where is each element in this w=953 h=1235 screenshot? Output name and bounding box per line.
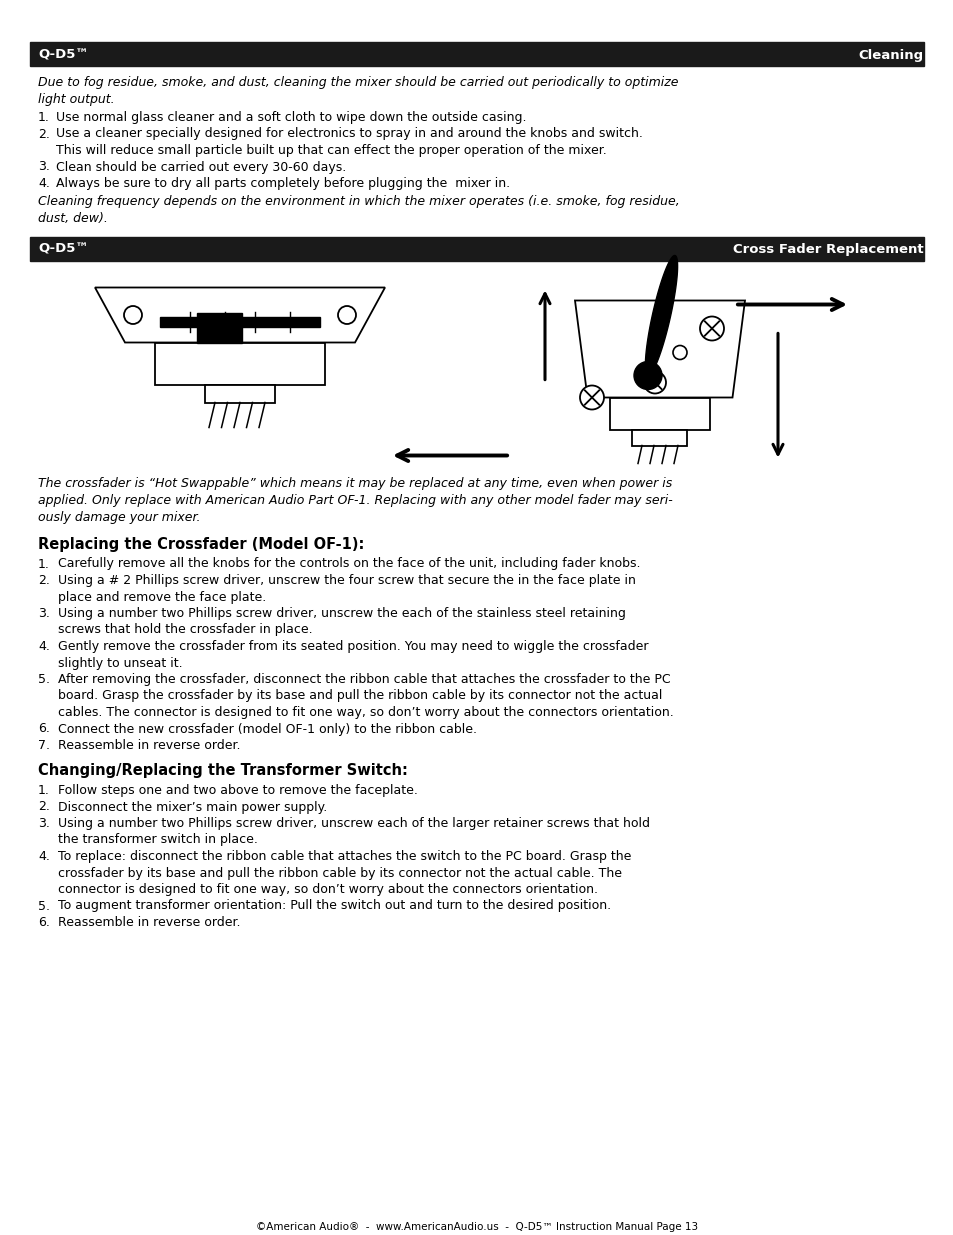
Bar [205, 384, 274, 403]
Text: ©American Audio®  -  www.AmericanAudio.us  -  Q-D5™ Instruction Manual Page 13: ©American Audio® - www.AmericanAudio.us … [255, 1221, 698, 1233]
Text: This will reduce small particle built up that can effect the proper operation of: This will reduce small particle built up… [56, 144, 606, 157]
Text: To replace: disconnect the ribbon cable that attaches the switch to the PC board: To replace: disconnect the ribbon cable … [58, 850, 631, 863]
Text: 2.: 2. [38, 800, 50, 814]
Text: ously damage your mixer.: ously damage your mixer. [38, 510, 200, 524]
Text: Using a # 2 Phillips screw driver, unscrew the four screw that secure the in the: Using a # 2 Phillips screw driver, unscr… [58, 574, 636, 587]
Text: After removing the crossfader, disconnect the ribbon cable that attaches the cro: After removing the crossfader, disconnec… [58, 673, 670, 685]
Text: 3.: 3. [38, 606, 50, 620]
Text: Cross Fader Replacement: Cross Fader Replacement [733, 243, 923, 256]
Text: connector is designed to fit one way, so don’t worry about the connectors orient: connector is designed to fit one way, so… [58, 883, 598, 897]
Text: Disconnect the mixer’s main power supply.: Disconnect the mixer’s main power supply… [58, 800, 327, 814]
Text: Carefully remove all the knobs for the controls on the face of the unit, includi: Carefully remove all the knobs for the c… [58, 557, 639, 571]
Circle shape [643, 372, 665, 394]
Polygon shape [575, 300, 744, 398]
Text: Always be sure to dry all parts completely before plugging the  mixer in.: Always be sure to dry all parts complete… [56, 177, 510, 190]
Text: 4.: 4. [38, 177, 50, 190]
Text: 7.: 7. [38, 739, 50, 752]
Text: 6.: 6. [38, 916, 50, 929]
Circle shape [700, 316, 723, 341]
Text: 2.: 2. [38, 127, 50, 141]
Text: Changing/Replacing the Transformer Switch:: Changing/Replacing the Transformer Switc… [38, 763, 408, 778]
Text: 1.: 1. [38, 557, 50, 571]
Text: crossfader by its base and pull the ribbon cable by its connector not the actual: crossfader by its base and pull the ribb… [58, 867, 621, 879]
Bar [154, 342, 325, 384]
Circle shape [579, 385, 603, 410]
Text: screws that hold the crossfader in place.: screws that hold the crossfader in place… [58, 624, 313, 636]
Bar [632, 430, 687, 446]
Text: Using a number two Phillips screw driver, unscrew each of the larger retainer sc: Using a number two Phillips screw driver… [58, 818, 649, 830]
Text: Clean should be carried out every 30-60 days.: Clean should be carried out every 30-60 … [56, 161, 346, 173]
Text: Q-D5™: Q-D5™ [38, 48, 89, 62]
Text: Reassemble in reverse order.: Reassemble in reverse order. [58, 739, 240, 752]
Text: The crossfader is “Hot Swappable” which means it may be replaced at any time, ev: The crossfader is “Hot Swappable” which … [38, 478, 672, 490]
Text: 6.: 6. [38, 722, 50, 736]
Text: dust, dew).: dust, dew). [38, 212, 108, 225]
Text: Q-D5™: Q-D5™ [38, 243, 89, 256]
Text: light output.: light output. [38, 93, 114, 105]
Circle shape [634, 362, 661, 389]
Text: Connect the new crossfader (model OF-1 only) to the ribbon cable.: Connect the new crossfader (model OF-1 o… [58, 722, 476, 736]
Text: 2.: 2. [38, 574, 50, 587]
Text: 4.: 4. [38, 640, 50, 653]
Text: applied. Only replace with American Audio Part OF-1. Replacing with any other mo: applied. Only replace with American Audi… [38, 494, 672, 508]
Text: Use a cleaner specially designed for electronics to spray in and around the knob: Use a cleaner specially designed for ele… [56, 127, 642, 141]
Circle shape [672, 346, 686, 359]
Text: Reassemble in reverse order.: Reassemble in reverse order. [58, 916, 240, 929]
Bar [197, 312, 242, 342]
Text: 5.: 5. [38, 673, 50, 685]
Text: 1.: 1. [38, 111, 50, 124]
Text: Cleaning frequency depends on the environment in which the mixer operates (i.e. : Cleaning frequency depends on the enviro… [38, 195, 679, 209]
Text: Due to fog residue, smoke, and dust, cleaning the mixer should be carried out pe: Due to fog residue, smoke, and dust, cle… [38, 77, 678, 89]
Bar [30, 42, 923, 65]
Text: 1.: 1. [38, 784, 50, 797]
Circle shape [124, 306, 142, 324]
Text: place and remove the face plate.: place and remove the face plate. [58, 590, 266, 604]
Text: slightly to unseat it.: slightly to unseat it. [58, 657, 182, 669]
Bar [609, 398, 709, 430]
Text: 3.: 3. [38, 161, 50, 173]
Text: Cleaning: Cleaning [858, 48, 923, 62]
Text: board. Grasp the crossfader by its base and pull the ribbon cable by its connect: board. Grasp the crossfader by its base … [58, 689, 661, 703]
Text: Replacing the Crossfader (Model OF-1):: Replacing the Crossfader (Model OF-1): [38, 537, 364, 552]
Text: 5.: 5. [38, 899, 50, 913]
Text: 4.: 4. [38, 850, 50, 863]
Bar [30, 236, 923, 261]
Text: Gently remove the crossfader from its seated position. You may need to wiggle th: Gently remove the crossfader from its se… [58, 640, 648, 653]
Text: To augment transformer orientation: Pull the switch out and turn to the desired : To augment transformer orientation: Pull… [58, 899, 611, 913]
Bar [160, 316, 319, 326]
Circle shape [337, 306, 355, 324]
Text: Use normal glass cleaner and a soft cloth to wipe down the outside casing.: Use normal glass cleaner and a soft clot… [56, 111, 526, 124]
Polygon shape [95, 288, 385, 342]
Text: Using a number two Phillips screw driver, unscrew the each of the stainless stee: Using a number two Phillips screw driver… [58, 606, 625, 620]
Text: cables. The connector is designed to fit one way, so don’t worry about the conne: cables. The connector is designed to fit… [58, 706, 673, 719]
Text: Follow steps one and two above to remove the faceplate.: Follow steps one and two above to remove… [58, 784, 417, 797]
Polygon shape [645, 256, 677, 375]
Text: the transformer switch in place.: the transformer switch in place. [58, 834, 257, 846]
Text: 3.: 3. [38, 818, 50, 830]
